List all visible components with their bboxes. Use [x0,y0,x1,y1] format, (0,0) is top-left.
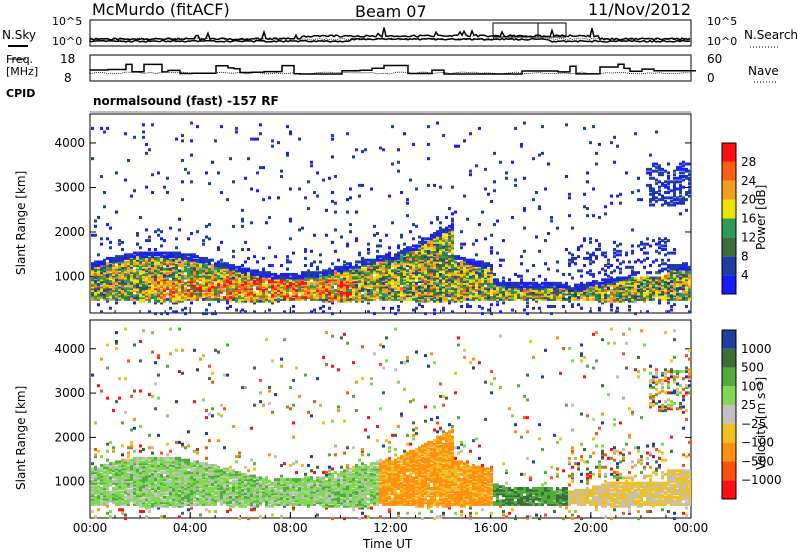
xtick-label: 12:00 [373,521,408,535]
velocity-colorbar-bin [722,442,736,462]
x-axis-label: Time UT [363,537,413,551]
power-ylabel: Slant Range [km] [14,170,28,275]
velocity-colorbar-bin [722,330,736,349]
freq-tick-bottom: 8 [64,71,72,85]
noise-box-a [492,22,539,38]
xtick-label: 20:00 [574,521,609,535]
xtick-label: 04:00 [173,521,208,535]
noise-search-dotted [89,37,691,41]
power-colorbar-bin [722,237,736,257]
freq-panel-frame [89,54,692,82]
velocity-colorbar-tick: −500 [741,454,774,468]
velocity-colorbar-tick: 1000 [741,342,772,356]
velocity-colorbar-bin [722,386,736,406]
noise-search-line [89,37,691,43]
velocity-colorbar-tick: 25 [741,398,756,412]
noise-left-label: N.Sky [2,28,37,42]
noise-panel-frame [89,19,692,47]
velocity-colorbar-tick: −100 [741,436,774,450]
cpid-label: CPID [6,87,36,100]
xtick-label: 00:00 [674,521,709,535]
noise-right-tick-bottom: 10^0 [707,35,738,48]
freq-tick-top: 18 [60,52,76,66]
noise-right-label: N.Search [744,28,799,42]
noise-sky-line [89,27,691,41]
velocity-colorbar-bin [722,405,736,424]
xtick-label: 16:00 [473,521,508,535]
noise-right-tick-top: 10^5 [707,15,738,28]
freq-line [90,63,696,75]
power-colorbar-bin [722,180,736,200]
velocity-colorbar-bin [722,461,736,481]
velocity-colorbar-bin [722,367,736,387]
ytick-label: 2000 [54,430,85,444]
power-colorbar-bin [722,256,736,276]
nave-tick-bottom: 0 [707,71,715,85]
ytick-label: 1000 [54,269,85,283]
power-heatmap [91,121,691,316]
ytick-label: 3000 [54,386,85,400]
noise-box-b [537,22,567,38]
velocity-colorbar-tick: −1000 [741,473,782,487]
velocity-ylabel: Slant Range [km] [14,385,28,490]
velocity-colorbar-tick: −25 [741,417,766,431]
beam-title: Beam 07 [355,2,427,21]
velocity-colorbar-tick: 100 [741,379,764,393]
velocity-heatmap [91,327,691,521]
noise-left-tick-top: 10^5 [52,15,83,28]
nave-label: Nave [748,64,779,78]
freq-label-2: [MHz] [6,65,39,78]
date-title: 11/Nov/2012 [588,0,692,19]
power-colorbar-tick: 8 [741,249,749,263]
ytick-label: 2000 [54,225,85,239]
noise-left-tick-bottom: 10^0 [52,35,83,48]
ytick-label: 3000 [54,180,85,194]
velocity-colorbar-label: Velocity [m s⁻¹] [754,376,768,470]
velocity-colorbar-bin [722,348,736,368]
velocity-colorbar-frame [721,329,737,500]
power-colorbar-label: Power [dB] [754,184,768,250]
power-colorbar-tick: 20 [741,193,756,207]
power-colorbar-bin [722,275,736,294]
power-colorbar-bin [722,161,736,181]
power-colorbar-bin [722,218,736,238]
nave-tick-top: 60 [707,52,723,66]
ytick-label: 1000 [54,475,85,489]
power-colorbar-frame [721,142,737,295]
power-colorbar-tick: 4 [741,268,749,282]
xtick-label: 00:00 [73,521,108,535]
power-colorbar-tick: 24 [741,174,756,188]
velocity-colorbar-tick: 500 [741,361,764,375]
power-colorbar-tick: 28 [741,155,756,169]
velocity-colorbar-bin [722,480,736,499]
station-title: McMurdo (fitACF) [92,0,230,19]
ytick-label: 4000 [54,136,85,150]
power-colorbar-tick: 16 [741,212,756,226]
power-colorbar-bin [722,143,736,162]
power-colorbar-tick: 12 [741,230,756,244]
cpid-text: normalsound (fast) -157 RF [93,94,279,108]
power-colorbar-bin [722,199,736,219]
velocity-colorbar-bin [722,423,736,443]
ytick-label: 4000 [54,342,85,356]
xtick-label: 08:00 [273,521,308,535]
